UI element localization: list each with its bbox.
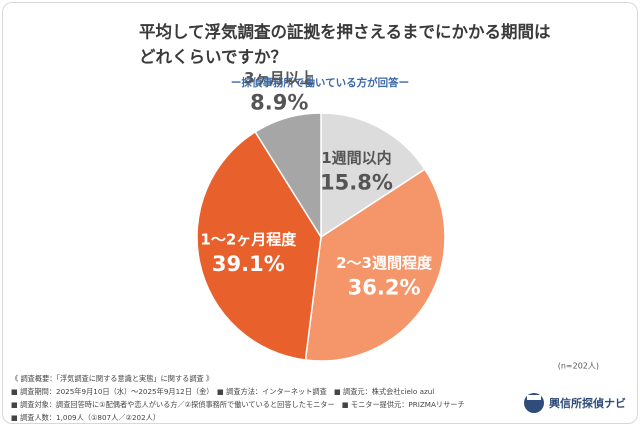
title-line: 平均して浮気調査の証拠を押さえるまでにかかる期間は: [139, 22, 551, 42]
slice-value-label: 39.1%: [212, 252, 285, 276]
slice-category-label: 3ヶ月以上: [244, 69, 314, 87]
slice-category-label: 1週間以内: [321, 149, 391, 167]
footer-line: 《 調査概要：「浮気調査に関する意識と実態」に関する調査 》: [11, 374, 213, 383]
slice-value-label: 15.8%: [320, 171, 393, 195]
subtitle: ー探偵事務所で働いている方が回答ー: [231, 76, 409, 89]
pie-slice: [254, 112, 322, 240]
slice-category-label: 2〜3週間程度: [336, 254, 433, 272]
pie-slice: [320, 112, 426, 239]
pie-slice: [304, 168, 446, 362]
logo-text: 興信所探偵ナビ: [549, 396, 626, 410]
pie-slice: [196, 130, 322, 361]
footer-line: ■ 調査期間：2025年9月10日（水）〜2025年9月12日（金） ■ 調査方…: [11, 387, 434, 396]
chart: 平均して浮気調査の証拠を押さえるまでにかかる期間は どれくらいですか？ ー探偵事…: [11, 22, 626, 423]
title-line: どれくらいですか？: [139, 48, 287, 67]
slice-category-label: 1〜2ヶ月程度: [200, 231, 297, 249]
footer-line: ■ 調査対象：調査回答時に①配偶者や恋人がいる方／②探偵事務所で働いていると回答…: [11, 400, 465, 409]
slice-value-label: 36.2%: [348, 275, 421, 299]
sample-size-note: (n=202人): [558, 362, 599, 371]
logo-icon-hat: [527, 395, 541, 400]
footer: 《 調査概要：「浮気調査に関する意識と実態」に関する調査 》 ■ 調査期間：20…: [11, 374, 626, 422]
slice-value-label: 8.9%: [250, 91, 308, 115]
footer-line: ■ 調査人数：1,009人（①807人／②202人）: [11, 413, 160, 422]
